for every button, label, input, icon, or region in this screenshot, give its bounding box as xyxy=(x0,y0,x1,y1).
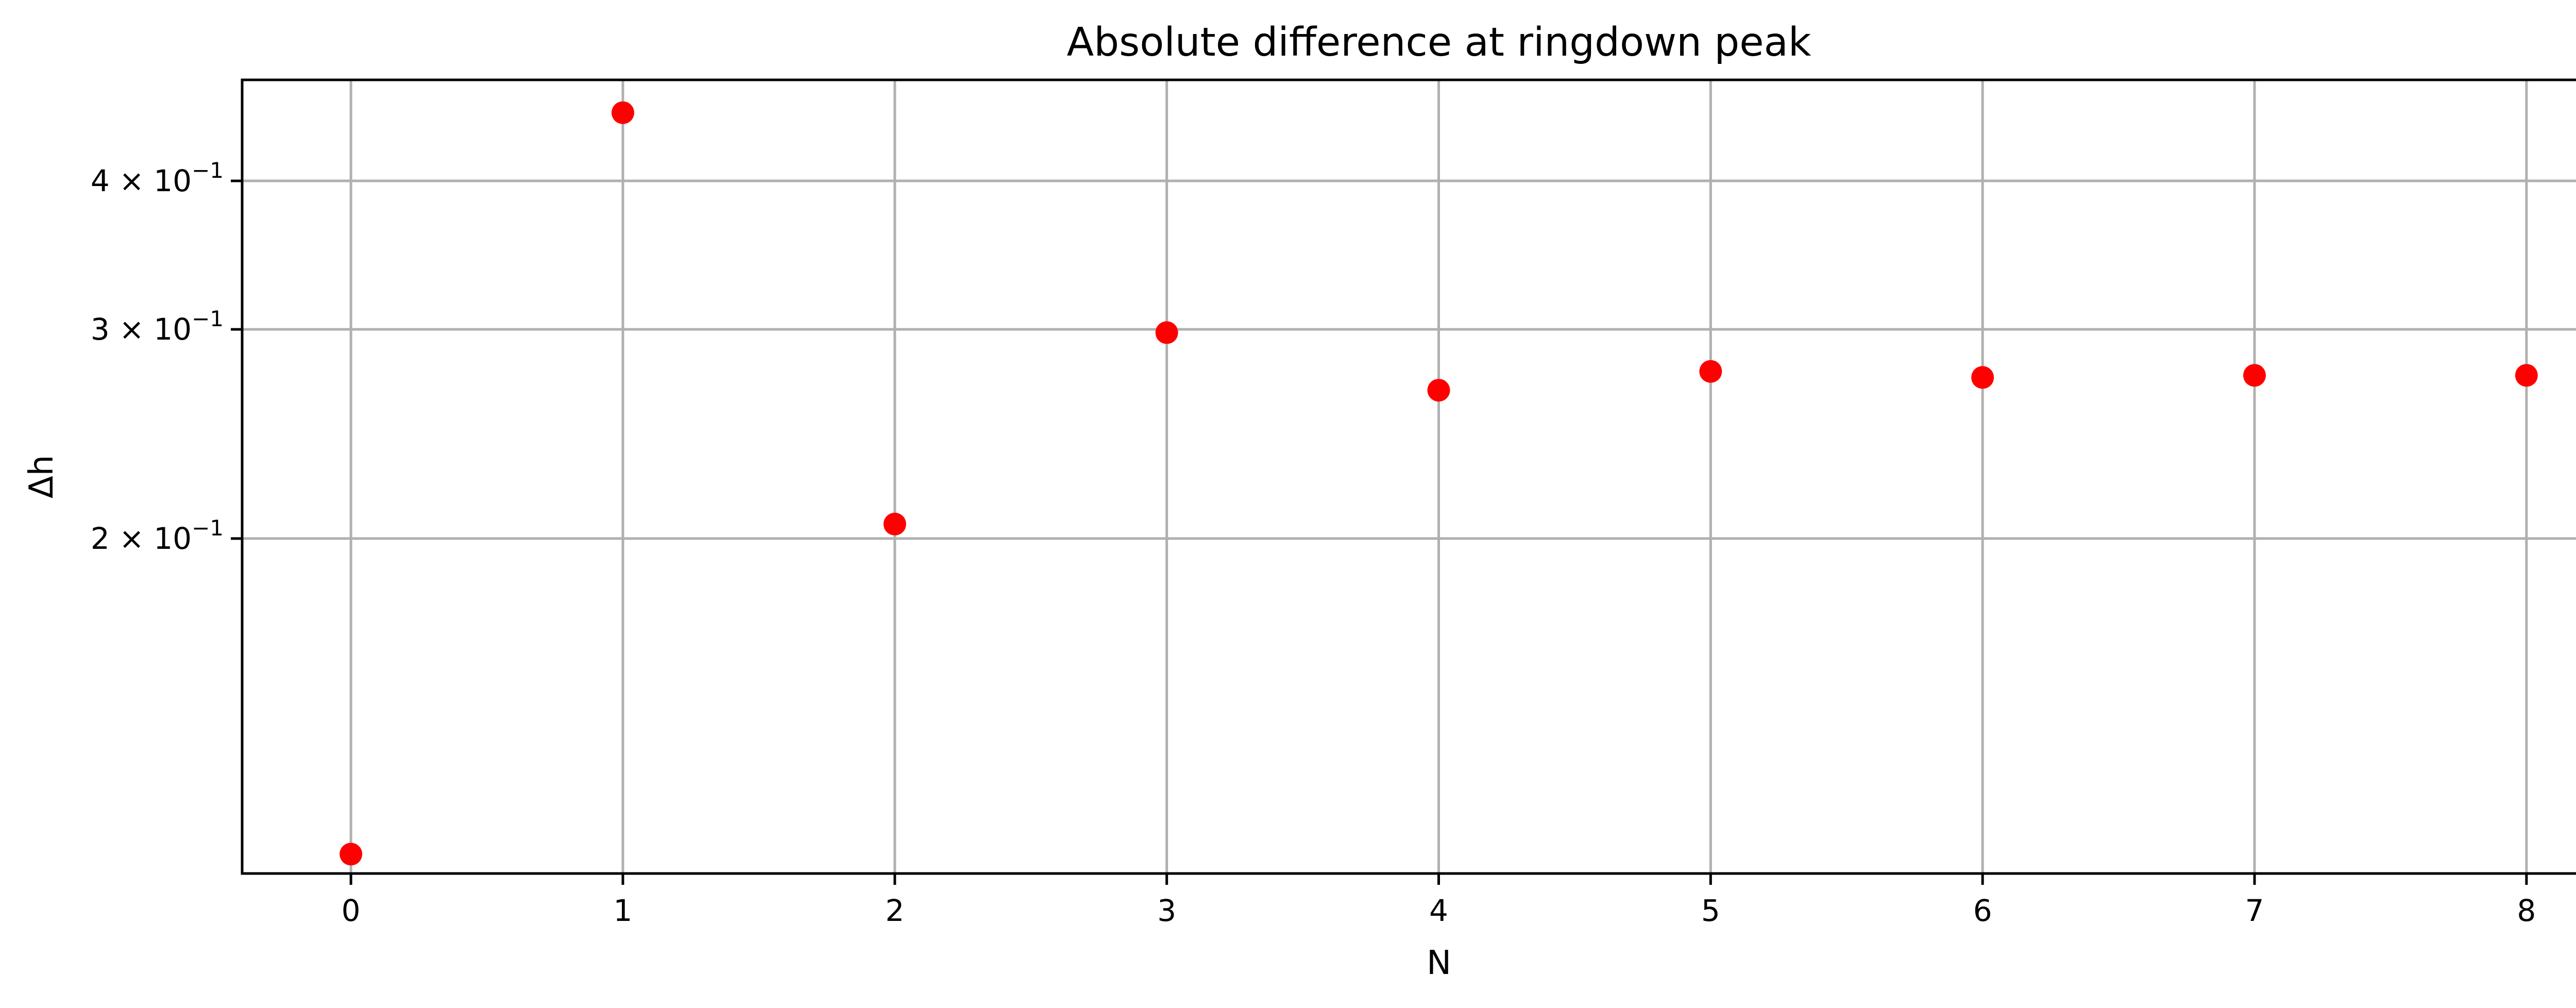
data-point xyxy=(340,843,363,866)
x-axis-ticks: 0 1 2 3 4 5 6 7 8 xyxy=(342,873,2536,928)
x-tick-label: 3 xyxy=(1157,893,1176,928)
data-point xyxy=(1155,321,1178,344)
chart-title: Absolute difference at ringdown peak xyxy=(1067,20,1811,65)
data-point xyxy=(1427,379,1450,402)
data-points xyxy=(340,101,2538,866)
x-tick-label: 2 xyxy=(885,893,904,928)
x-tick-label: 6 xyxy=(1973,893,1992,928)
data-point xyxy=(2515,364,2538,387)
x-tick-label: 8 xyxy=(2517,893,2536,928)
data-point xyxy=(611,101,634,124)
y-tick-label: 3 × 10−1 xyxy=(91,306,224,347)
x-tick-label: 7 xyxy=(2245,893,2264,928)
y-axis-ticks: 2 × 10−1 3 × 10−1 4 × 10−1 xyxy=(91,158,242,556)
x-tick-label: 4 xyxy=(1429,893,1448,928)
grid-lines xyxy=(242,80,2576,873)
plot-frame xyxy=(241,78,2576,875)
y-tick-label: 4 × 10−1 xyxy=(91,158,224,198)
data-point xyxy=(1971,366,1994,389)
x-tick-label: 1 xyxy=(614,893,633,928)
data-point xyxy=(1699,360,1722,383)
y-tick-label: 2 × 10−1 xyxy=(91,515,224,556)
x-axis-label: N xyxy=(1427,944,1451,982)
x-tick-label: 5 xyxy=(1701,893,1720,928)
data-point xyxy=(883,512,906,535)
y-axis-label: Δh xyxy=(23,455,61,498)
data-point xyxy=(2243,364,2266,387)
x-tick-label: 0 xyxy=(342,893,361,928)
